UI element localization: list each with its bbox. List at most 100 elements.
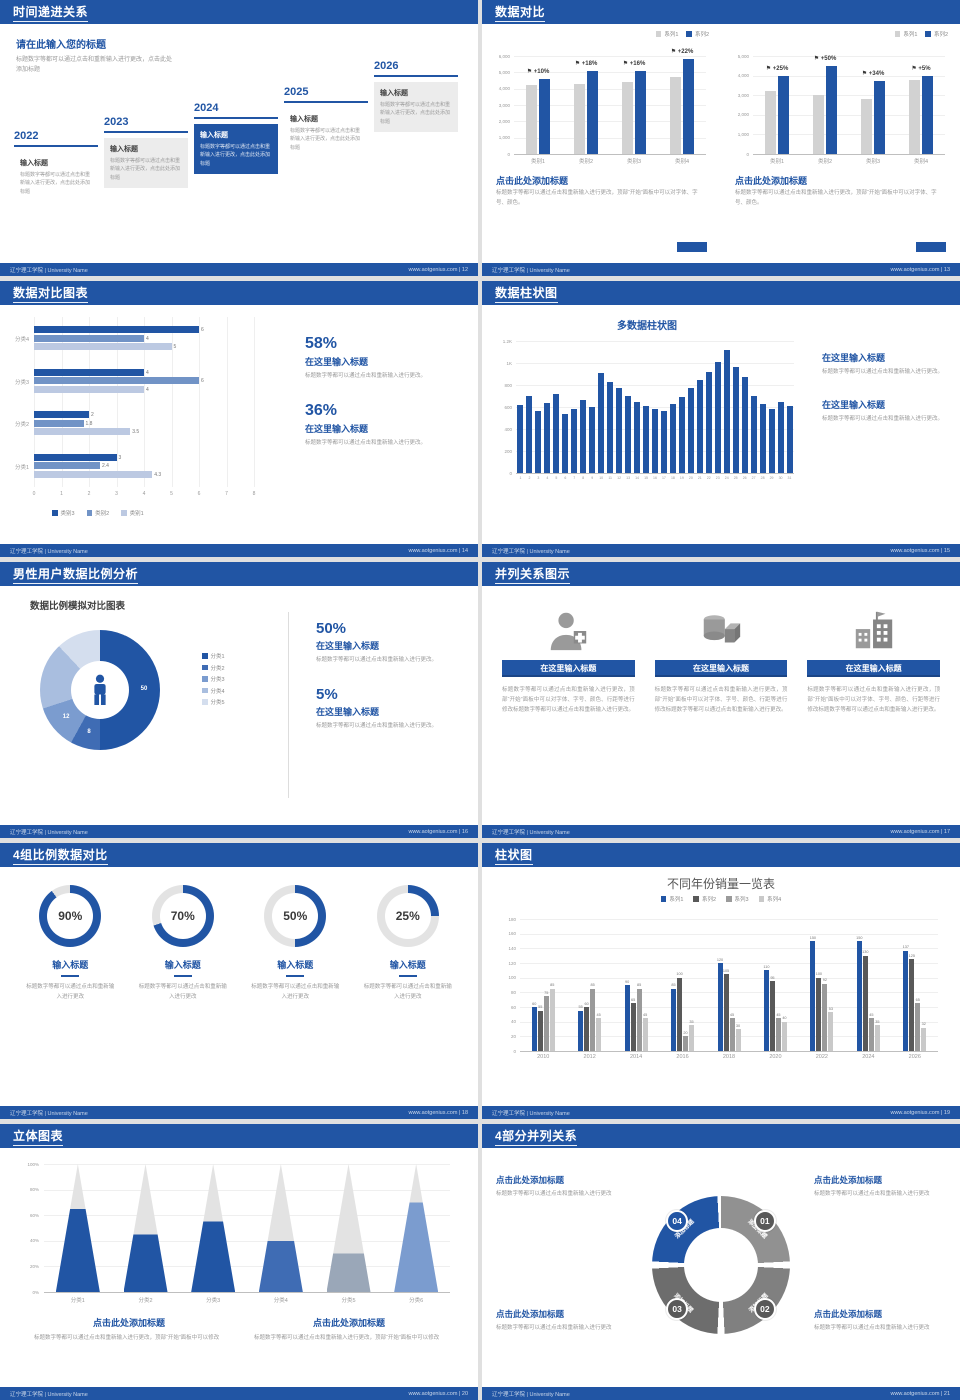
x-tick: 分类4: [273, 1298, 288, 1304]
axis-line: [753, 154, 945, 155]
s13-chart-1: 5,000 4,000 3,000 2,000 1,000 0 类别1 ⚑ +25% 类别2 ⚑ …: [727, 44, 951, 165]
gridline: [516, 363, 794, 364]
bar: [683, 1036, 689, 1051]
pct-label: ⚑ +5%: [911, 65, 931, 72]
s14-chart: 0 1 2 3 4 5 6 7 8 6 4 5 分类4 4 6 4 分类3 2 1.8 3.5 分类2 3 2.4 4.3 分类…: [8, 313, 280, 501]
ring-center: 90%: [47, 893, 94, 939]
x-tick: 22: [706, 476, 711, 480]
timeline-item: 2025 输入标题 标题数字等都可以通过点击和重新输入进行更改，点击此处添加标题: [284, 86, 368, 158]
stat-percent: 5%: [316, 685, 338, 703]
slide-12[interactable]: 时间递进关系 请在此输入您的标题 标题数字等都可以通过点击和重新输入进行更改，点…: [0, 0, 478, 276]
legend-item: 系列4: [758, 895, 781, 903]
slide-13-header: 数据对比: [482, 0, 960, 24]
ring-percent: 25%: [395, 909, 420, 923]
gridline: [520, 919, 938, 920]
column-text: 标题数字等都可以通过点击和重新输入进行更改，顶部“开始”面板中可以对字体、字号、…: [502, 687, 635, 713]
gridline: [520, 977, 938, 979]
bar-value: 105: [722, 968, 730, 973]
slide-15[interactable]: 数据柱状图 多数据柱状图 1.2K 1K 800 600 400 200 0 1 2 3 4 5 6 7 8…: [482, 281, 960, 557]
legend-item: 分类2: [202, 664, 225, 672]
bar-value: 6: [201, 327, 204, 334]
slide-21[interactable]: 4部分并列关系 添加标题01添加标题02添加标题03添加标题04 点击此处添加标…: [482, 1124, 960, 1400]
x-tick: 3: [115, 491, 118, 497]
bar: [778, 75, 789, 154]
legend-label: 类别1: [129, 511, 144, 517]
legend-item: 系列1: [660, 895, 683, 903]
slide-17[interactable]: 并列关系图示 在这里输入标题 标题数字等都可以通过点击和重新输入进行更改，顶部“…: [482, 562, 960, 838]
timeline-line: [14, 145, 98, 147]
slide-14[interactable]: 数据对比图表 0 1 2 3 4 5 6 7 8 6 4 5 分类4 4 6 4 分类3 2 1.8 3.5 分类2 3 2…: [0, 281, 478, 557]
bar: [34, 334, 144, 342]
bar: [909, 79, 920, 154]
x-tick: 30: [778, 476, 783, 480]
bar: [714, 361, 721, 473]
timeline-year: 2025: [284, 86, 309, 98]
x-tick: 2014: [629, 1054, 643, 1060]
slide-16[interactable]: 男性用户数据比例分析 数据比例模拟对比图表 50 8 12 分类1 分类2 分类3 分类4…: [0, 562, 478, 838]
s17-columns: 在这里输入标题 标题数字等都可以通过点击和重新输入进行更改，顶部“开始”面板中可…: [482, 586, 960, 716]
x-tick: 7: [573, 476, 576, 480]
s15-chart: 1.2K 1K 800 600 400 200 0 1 2 3 4 5 6 7 8 9 10 11 12 13 14 15…: [494, 333, 800, 483]
bar: [856, 941, 862, 1051]
slide-20[interactable]: 立体图表 100% 80% 60% 40% 20% 0% 分类1 分类2 分类3 分类4 分类5 分类…: [0, 1124, 478, 1400]
x-tick: 分类6: [409, 1298, 424, 1304]
bar: [660, 411, 667, 473]
slide-13[interactable]: 数据对比 系列1 系列2 6,000 5,000 4,000 3,000 2,000 1,0…: [482, 0, 960, 276]
x-tick: 2018: [722, 1054, 736, 1060]
s15-stats: 在这里输入标题 标题数字等都可以通过点击和重新输入进行更改。 在这里输入标题 标…: [822, 349, 948, 445]
slide-18[interactable]: 4组比例数据对比 90% 输入标题 标题数字等都可以通过点击和重新输入进行更改 70%…: [0, 843, 478, 1119]
x-tick: 25: [733, 476, 738, 480]
y-tick: 1,000: [498, 135, 510, 141]
timeline-box: 输入标题 标题数字等都可以通过点击和重新输入进行更改，点击此处添加标题: [194, 124, 278, 174]
slide-17-header: 并列关系图示: [482, 562, 960, 586]
title-button: 在这里输入标题: [502, 660, 635, 677]
gridline: [89, 317, 90, 487]
footer-school: 辽宁理工学院 | University Name: [10, 829, 88, 836]
bar: [635, 70, 646, 154]
legend-label: 分类4: [210, 688, 225, 695]
donut-center: [684, 1228, 758, 1302]
x-tick: 类别1: [769, 159, 785, 165]
bar: [775, 1018, 781, 1051]
bar-value: 35: [689, 1019, 694, 1024]
ring-title: 输入标题: [389, 960, 426, 970]
x-tick: 8: [252, 491, 256, 497]
bar-value: 85: [671, 983, 676, 988]
y-tick: 200: [504, 448, 512, 454]
slide-title: 男性用户数据比例分析: [13, 565, 139, 584]
bar: [598, 372, 605, 473]
timeline-box-text: 标题数字等都可以通过点击和重新输入进行更改，点击此处添加标题: [110, 158, 181, 181]
axis-line: [516, 473, 794, 474]
pct-label: ⚑ +16%: [622, 60, 646, 67]
bar: [723, 349, 730, 473]
bar: [34, 428, 131, 436]
bar-value: 40: [782, 1016, 787, 1021]
timeline-line: [284, 101, 368, 103]
bar: [687, 388, 694, 473]
bar: [769, 981, 775, 1051]
s13-right-panel: 系列1 系列2 5,000 4,000 3,000 2,000 1,000 0 类别1 ⚑ +2…: [721, 24, 960, 263]
slide-14-body: 0 1 2 3 4 5 6 7 8 6 4 5 分类4 4 6 4 分类3 2 1.8 3.5 分类2 3 2.4 4.3 分类…: [0, 305, 478, 544]
bar-value: 65: [915, 997, 920, 1002]
y-tick: 5,000: [498, 69, 510, 75]
footer-site-page: www.aotgenius.com | 18: [408, 1109, 468, 1116]
x-tick: 2012: [583, 1054, 596, 1060]
bar: [868, 1018, 874, 1051]
y-tick: 120: [508, 960, 516, 966]
gridline: [116, 317, 118, 487]
x-tick: 分类2: [138, 1298, 153, 1304]
gridline: [753, 75, 945, 77]
stat-title: 在这里输入标题: [316, 641, 380, 651]
footer-school: 辽宁理工学院 | University Name: [492, 1391, 570, 1398]
gridline: [753, 95, 945, 97]
x-tick: 26: [742, 476, 747, 480]
slide-19[interactable]: 柱状图 不同年份销量一览表 系列1 系列2 系列3 系列4 180 160 140 120 1…: [482, 843, 960, 1119]
x-tick: 类别2: [817, 159, 833, 165]
slide-18-body: 90% 输入标题 标题数字等都可以通过点击和重新输入进行更改 70% 输入标题 标题数字等…: [0, 867, 478, 1106]
ring-text: 标题数字等都可以通过点击和重新输入进行更改: [26, 984, 115, 1000]
bar: [670, 77, 681, 154]
gridline: [516, 407, 794, 408]
caption-title: 点击此处添加标题: [735, 176, 808, 186]
accent-tag: [916, 242, 946, 252]
x-tick: 5: [555, 476, 558, 480]
